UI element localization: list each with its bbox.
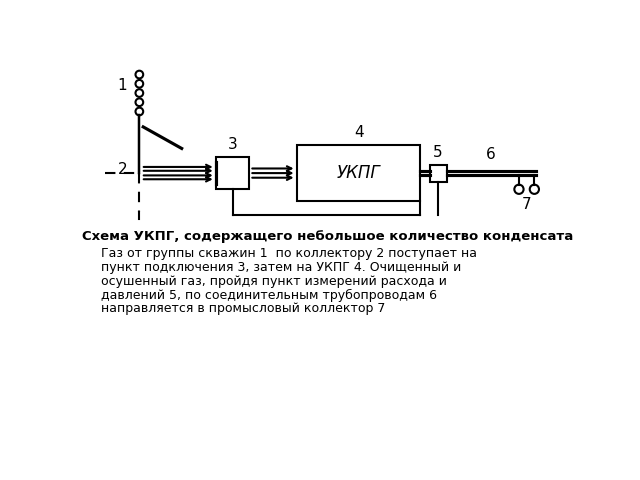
Text: осушенный газ, пройдя пункт измерений расхода и: осушенный газ, пройдя пункт измерений ра… (101, 275, 447, 288)
Bar (429, 165, 447, 181)
Text: 7: 7 (522, 197, 532, 212)
Text: 6: 6 (486, 147, 496, 162)
Text: 5: 5 (433, 145, 443, 160)
Text: 2: 2 (117, 162, 127, 177)
Text: 4: 4 (354, 125, 364, 140)
Text: давлений 5, по соединительным трубопроводам 6: давлений 5, по соединительным трубопрово… (101, 288, 437, 301)
Text: пункт подключения 3, затем на УКПГ 4. Очищенный и: пункт подключения 3, затем на УКПГ 4. Оч… (101, 261, 461, 274)
Text: направляется в промысловый коллектор 7: направляется в промысловый коллектор 7 (101, 302, 385, 315)
Text: 1: 1 (117, 78, 127, 93)
Bar (216, 157, 249, 189)
Text: УКПГ: УКПГ (337, 164, 381, 182)
Text: Газ от группы скважин 1  по коллектору 2 поступает на: Газ от группы скважин 1 по коллектору 2 … (101, 247, 477, 260)
Text: 3: 3 (228, 137, 237, 152)
Bar (297, 145, 420, 201)
Text: Схема УКПГ, содержащего небольшое количество конденсата: Схема УКПГ, содержащего небольшое количе… (83, 230, 573, 243)
